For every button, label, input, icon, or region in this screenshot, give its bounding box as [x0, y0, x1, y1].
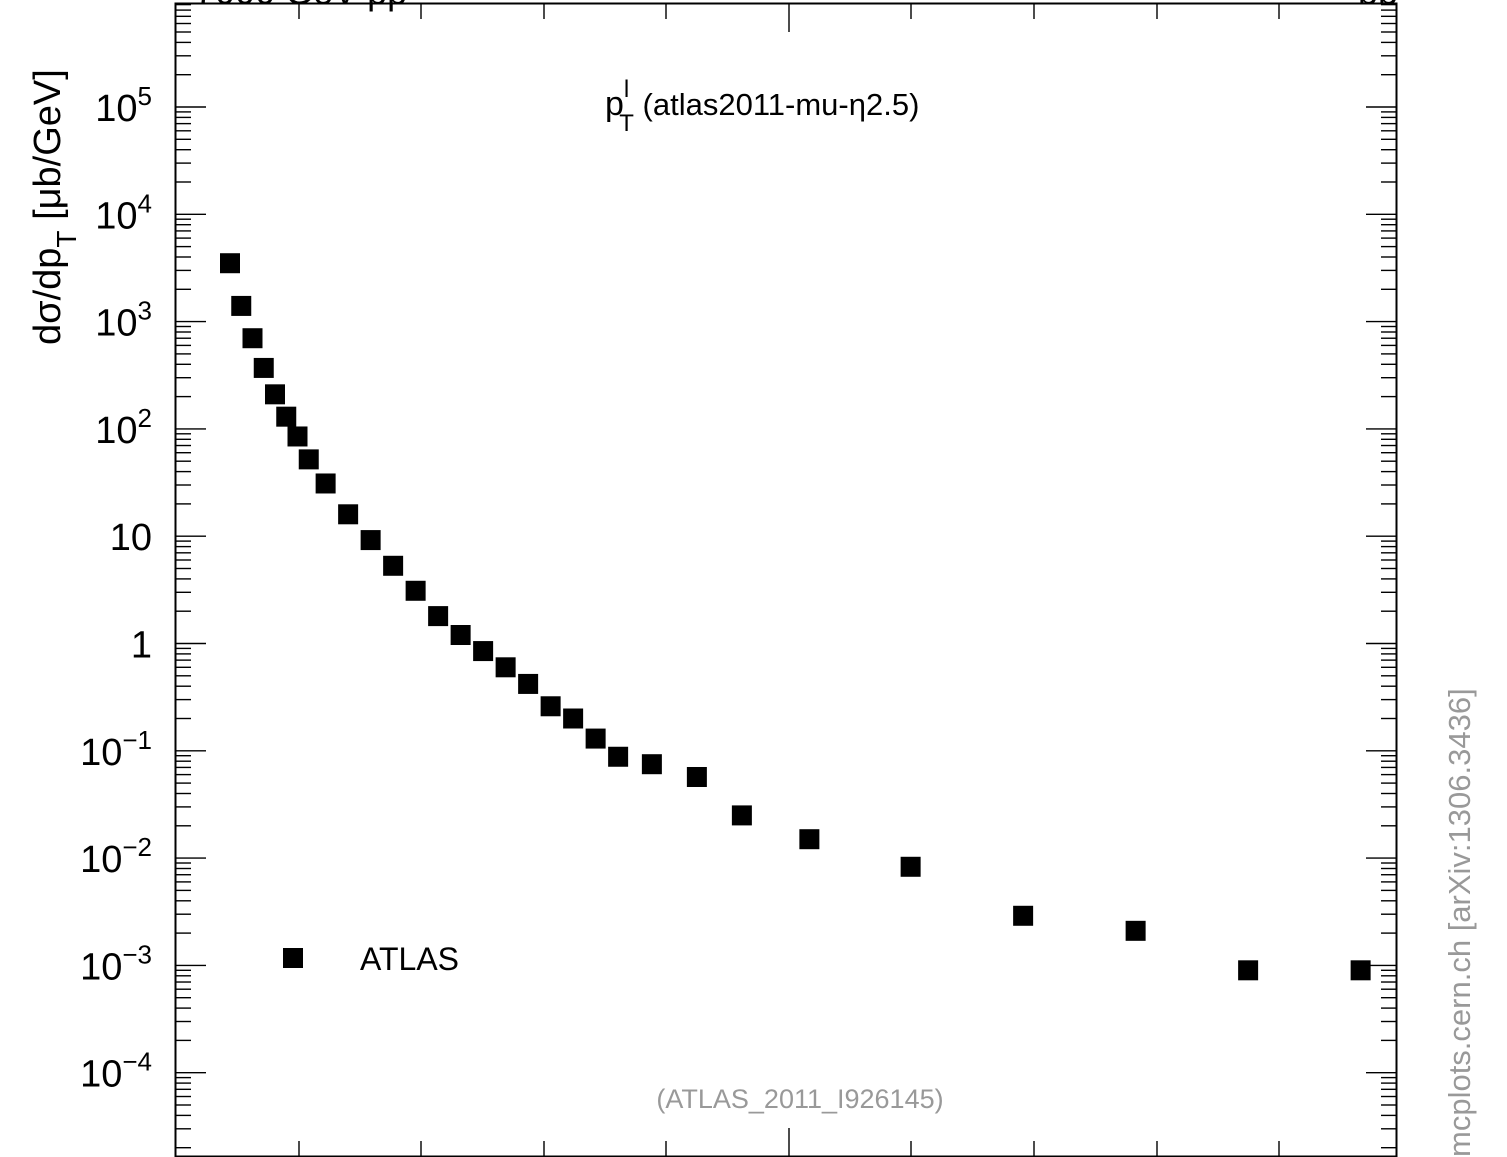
- y-tick-label: 10: [110, 517, 152, 559]
- y-tick-label: 103: [95, 296, 152, 345]
- title-superscript: l: [624, 76, 629, 103]
- atlas-data-point: [518, 673, 539, 694]
- header-left-label: 7000 GeV pp: [195, 0, 407, 12]
- title-main: p: [605, 85, 624, 123]
- chart-title: pl T (atlas2011-mu-η2.5): [605, 76, 919, 137]
- title-rest: (atlas2011-mu-η2.5): [634, 87, 919, 122]
- legend-marker: [283, 948, 303, 968]
- atlas-data-point: [298, 449, 319, 470]
- y-tick-label: 1: [131, 625, 152, 667]
- atlas-data-point: [360, 530, 381, 551]
- y-tick-label: 104: [95, 188, 152, 237]
- atlas-data-point: [900, 856, 921, 877]
- legend-label-atlas: ATLAS: [360, 941, 459, 977]
- plot-frame: [174, 2, 1398, 1157]
- atlas-data-point: [242, 328, 263, 349]
- y-tick-label: 10−4: [80, 1047, 152, 1096]
- atlas-data-point: [220, 253, 240, 274]
- atlas-data-point: [1013, 905, 1034, 926]
- atlas-series: [220, 253, 1371, 981]
- axis-ticks: [176, 3, 1396, 1156]
- dataset-annotation: (ATLAS_2011_I926145): [656, 1084, 943, 1114]
- atlas-data-point: [383, 555, 404, 576]
- atlas-data-point: [253, 357, 274, 378]
- atlas-data-point: [265, 384, 285, 405]
- atlas-data-point: [1125, 920, 1146, 941]
- atlas-data-point: [450, 625, 471, 646]
- y-tick-label: 10−2: [80, 832, 152, 881]
- title-subscript: T: [619, 110, 634, 137]
- atlas-data-point: [608, 746, 629, 767]
- atlas-data-point: [428, 606, 449, 627]
- side-label: mcplots.cern.ch [arXiv:1306.3436]: [1442, 688, 1477, 1157]
- atlas-data-point: [1350, 960, 1371, 981]
- y-axis-label-subscript: T: [51, 230, 82, 247]
- y-tick-label: 105: [95, 81, 152, 130]
- y-tick-label: 10−1: [80, 725, 152, 774]
- atlas-data-point: [731, 805, 752, 826]
- atlas-data-point: [315, 473, 336, 494]
- atlas-data-point: [799, 829, 820, 850]
- y-axis-label-main: dσ/dp: [27, 248, 69, 345]
- atlas-data-point: [540, 696, 561, 717]
- atlas-data-point: [276, 406, 297, 427]
- atlas-data-point: [231, 295, 252, 316]
- atlas-data-point: [495, 657, 516, 678]
- y-axis-label-unit: [μb/GeV]: [27, 69, 69, 230]
- atlas-data-point: [338, 504, 359, 525]
- atlas-data-point: [287, 426, 308, 447]
- y-axis-label: dσ/dpT [μb/GeV]: [27, 69, 82, 345]
- atlas-data-point: [585, 728, 606, 749]
- atlas-data-point: [641, 754, 662, 775]
- atlas-data-point: [563, 708, 584, 729]
- atlas-data-point: [686, 766, 707, 787]
- atlas-data-point: [473, 641, 494, 662]
- atlas-data-point: [405, 580, 426, 601]
- y-tick-label: 10−3: [80, 939, 152, 988]
- atlas-data-point: [1238, 960, 1259, 981]
- y-tick-label: 102: [95, 403, 152, 452]
